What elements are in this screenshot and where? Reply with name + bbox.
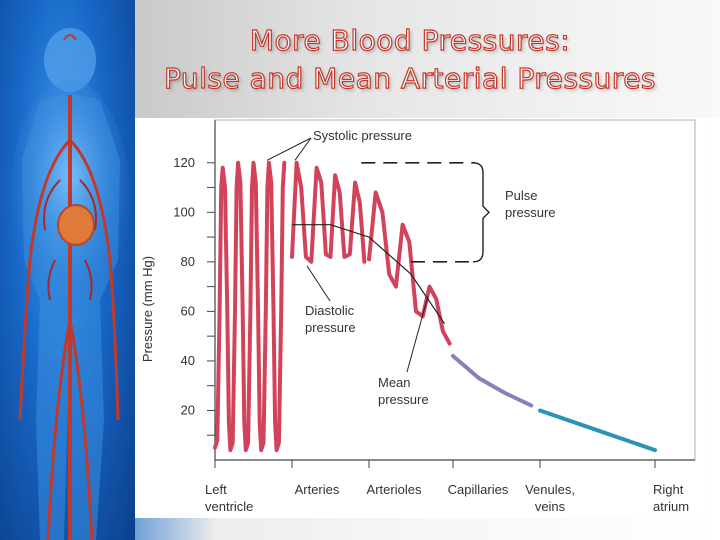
anatomy-illustration (0, 0, 135, 540)
right-arm-artery (68, 138, 120, 421)
x-category-line: atrium (653, 499, 689, 514)
right-leg-artery (68, 319, 94, 540)
chart-axes: Pressure (mm Hg) (140, 119, 696, 461)
x-category-line: veins (535, 499, 566, 514)
x-category-label: Right atrium (653, 482, 689, 514)
slide-title: More Blood Pressures: Pulse and Mean Art… (140, 22, 680, 98)
branch-vessels (43, 179, 97, 301)
pulse-pressure-bracket (472, 162, 490, 263)
x-category-line: Venules, (525, 482, 575, 497)
y-tick-label: 100 (173, 204, 195, 219)
x-category-label: Arteries (295, 482, 340, 497)
curve-arterioles (367, 190, 452, 346)
x-category-line: Left (205, 482, 227, 497)
x-category-label: Left ventricle (205, 482, 253, 514)
diastolic-pointer (306, 265, 331, 302)
systolic-pointer (294, 137, 312, 161)
chart-panel: Pressure (mm Hg) 20 40 60 80 100 120 Left vent… (135, 118, 703, 518)
mean-pointer (406, 296, 429, 373)
title-band (135, 0, 720, 118)
mean-pressure-label-line: Mean (378, 375, 411, 390)
x-category-label: Arterioles (367, 482, 422, 497)
curve-arteries (290, 160, 367, 264)
y-tick-label: 40 (181, 353, 195, 368)
x-category-line: Right (653, 482, 684, 497)
blood-pressure-chart: Pressure (mm Hg) 20 40 60 80 100 120 Left vent… (140, 119, 696, 514)
diastolic-pressure-label-line: Diastolic (305, 303, 355, 318)
systolic-pressure-label: Systolic pressure (313, 128, 412, 143)
pulse-pressure-label-line: pressure (505, 205, 556, 220)
slide-title-line2: Pulse and Mean Arterial Pressures (163, 61, 657, 95)
head-silhouette (44, 28, 96, 92)
x-category-label: Venules, veins (525, 482, 575, 514)
mean-pressure-line (292, 224, 446, 325)
head-vessels (63, 34, 77, 41)
circulatory-system-figure (10, 28, 130, 540)
curve-left-ventricle (213, 160, 287, 453)
plot-frame (214, 119, 696, 461)
y-axis-ticks: 20 40 60 80 100 120 (173, 155, 215, 436)
pressure-curves (213, 160, 657, 453)
y-tick-label: 120 (173, 155, 195, 170)
pulse-pressure-label-line: Pulse (505, 188, 538, 203)
y-axis-label: Pressure (mm Hg) (140, 256, 155, 362)
x-axis-categories: Left ventricle Arteries Arterioles Capillari… (205, 460, 689, 514)
curve-capillaries (451, 354, 534, 408)
pulse-pressure-label: Pulse pressure (505, 188, 556, 220)
y-tick-label: 20 (181, 402, 195, 417)
x-category-label: Capillaries (448, 482, 509, 497)
y-tick-label: 60 (181, 303, 195, 318)
left-arm-artery (18, 138, 72, 421)
mean-pressure-label-line: pressure (378, 392, 429, 407)
diastolic-pressure-label-line: pressure (305, 320, 356, 335)
x-category-line: ventricle (205, 499, 253, 514)
y-tick-label: 80 (181, 254, 195, 269)
left-leg-artery (46, 319, 72, 540)
diastolic-pressure-label: Diastolic pressure (305, 303, 356, 335)
systolic-pointer (266, 137, 312, 161)
chart-annotations: Systolic pressure Pulse pressure Diastolic p… (266, 128, 556, 407)
curve-venules-veins (538, 408, 657, 453)
heart-icon (57, 204, 95, 246)
slide-title-line1: More Blood Pressures: (249, 23, 571, 57)
mean-pressure-label: Mean pressure (378, 375, 429, 407)
